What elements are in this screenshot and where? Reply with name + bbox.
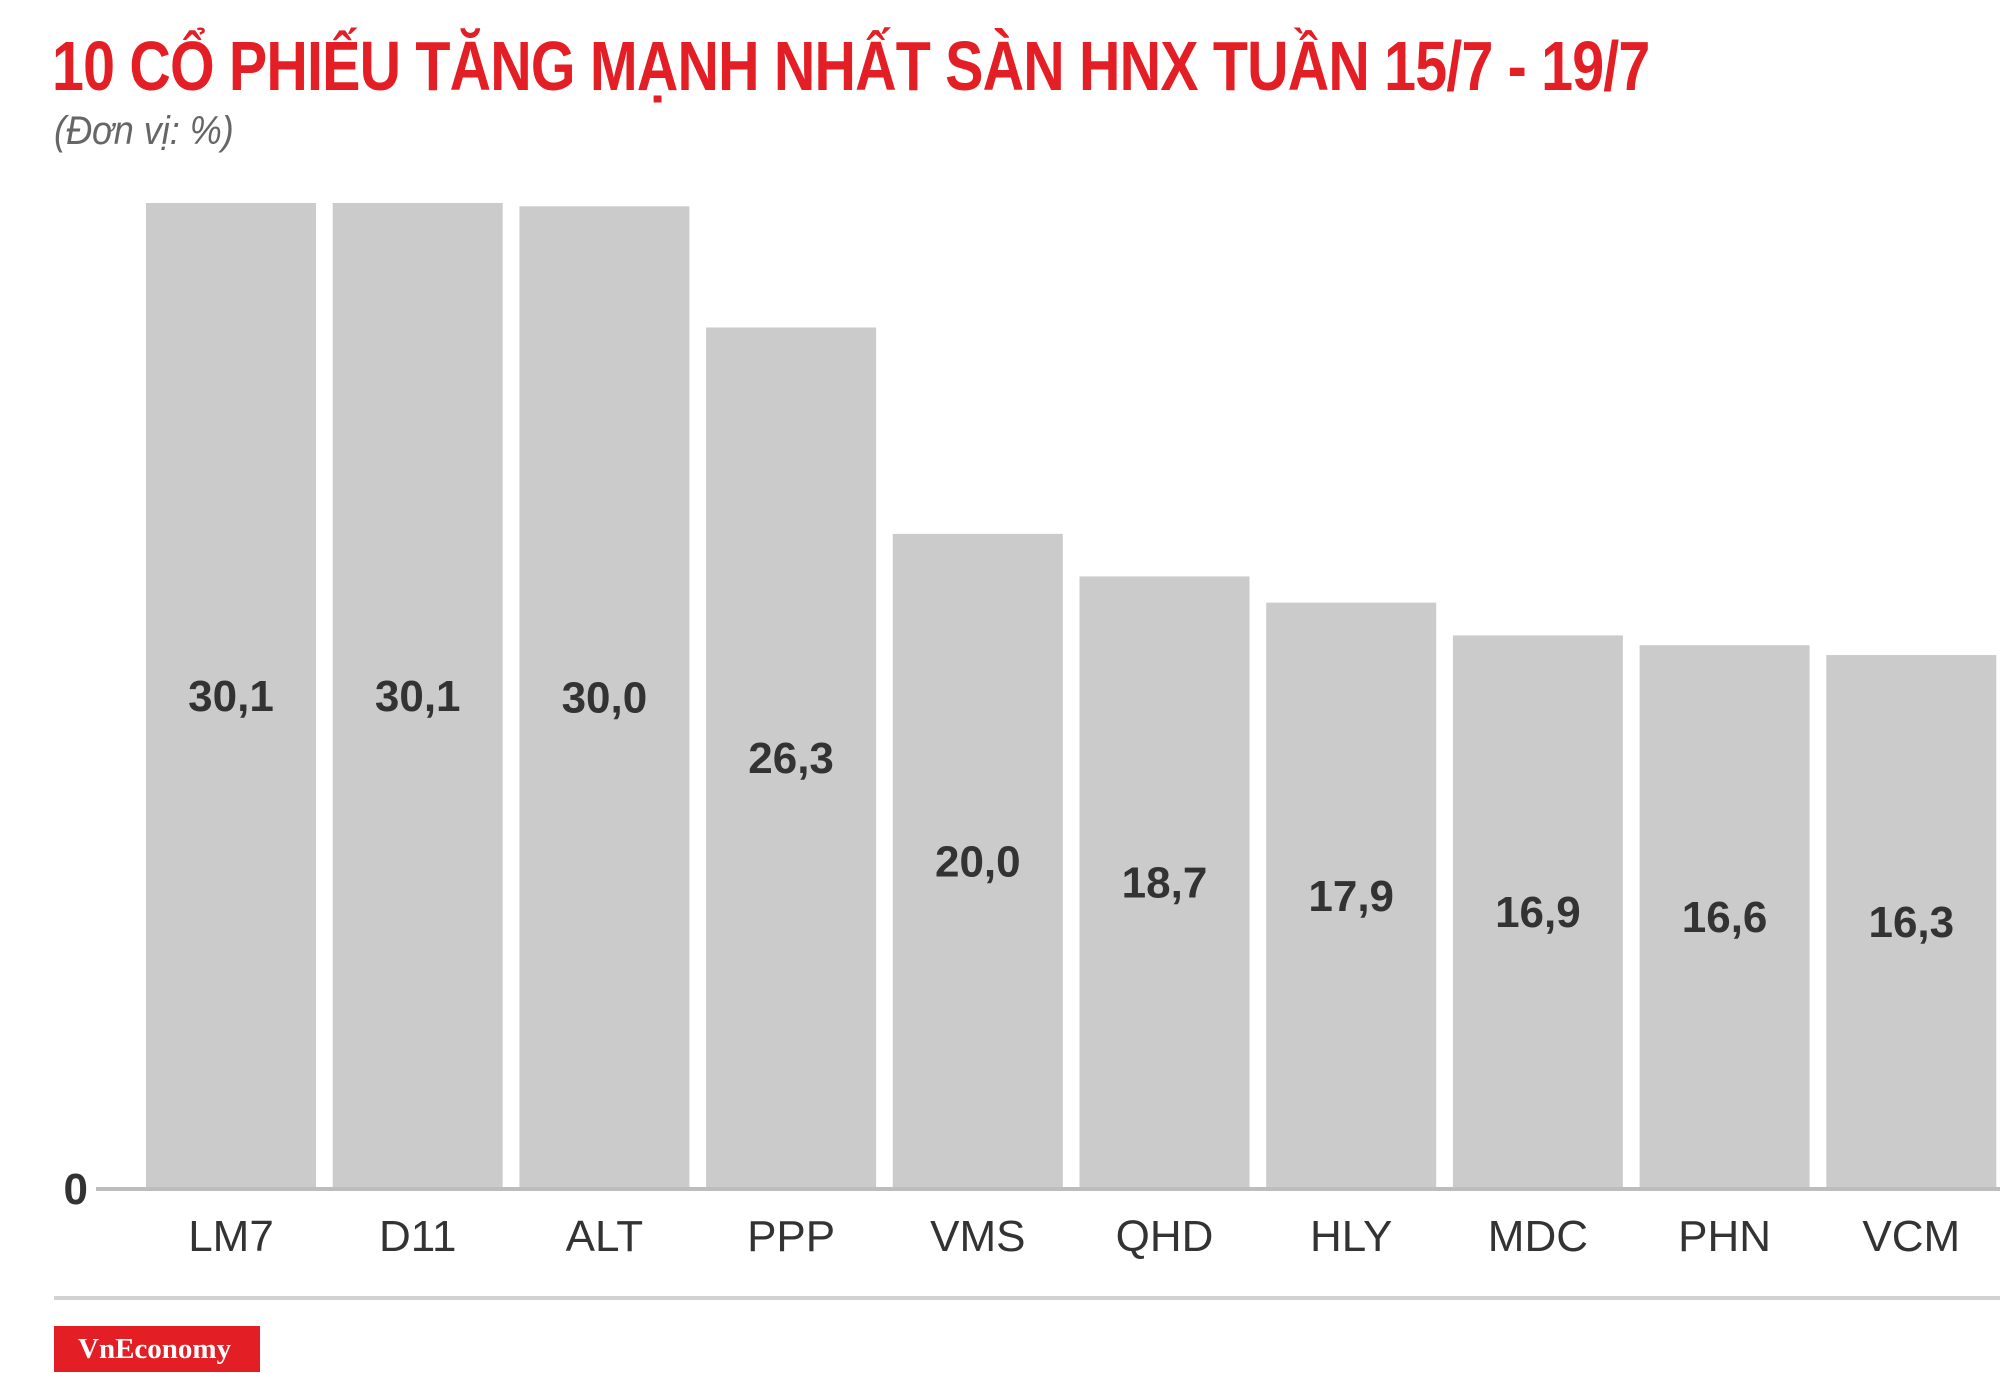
- category-label: QHD: [1116, 1212, 1214, 1261]
- footer-divider: [54, 1296, 2000, 1300]
- category-label: D11: [379, 1212, 456, 1261]
- bar-mdc: [1452, 635, 1623, 1189]
- bar-ppp: [706, 327, 877, 1189]
- y-axis-zero-label: 0: [64, 1165, 88, 1214]
- bar-phn: [1639, 645, 1810, 1189]
- unit-subtitle: (Đơn vị: %): [54, 109, 234, 153]
- bar-vcm: [1826, 655, 1997, 1189]
- category-label: LM7: [188, 1212, 274, 1261]
- category-label: VMS: [930, 1212, 1025, 1261]
- category-label: PHN: [1678, 1212, 1771, 1261]
- bar-value-label: 16,3: [1868, 898, 1954, 947]
- bar-value-label: 30,1: [375, 672, 461, 721]
- category-label: VCM: [1862, 1212, 1960, 1261]
- bar-value-label: 17,9: [1308, 872, 1394, 921]
- bar-lm7: [146, 203, 316, 1189]
- category-label: HLY: [1310, 1212, 1392, 1261]
- category-label: MDC: [1488, 1212, 1588, 1261]
- bar-alt: [519, 206, 690, 1189]
- bar-value-label: 26,3: [748, 734, 834, 783]
- bar-chart: 30,1 LM7 30,1 D11 30,0 ALT 26,3 PPP 20,0 VMS 18,7 Q…: [64, 203, 2000, 1261]
- chart-title: 10 CỔ PHIẾU TĂNG MẠNH NHẤT SÀN HNX TUẦN …: [52, 27, 1650, 105]
- bar-value-label: 16,6: [1682, 893, 1768, 942]
- category-label: ALT: [566, 1212, 643, 1261]
- bar-hly: [1266, 602, 1437, 1189]
- bar-value-label: 20,0: [935, 837, 1021, 886]
- bar-value-label: 16,9: [1495, 888, 1581, 937]
- bar-value-label: 18,7: [1122, 859, 1208, 908]
- bar-value-label: 30,0: [562, 674, 648, 723]
- bar-vms: [892, 533, 1063, 1189]
- bar-value-label: 30,1: [188, 672, 274, 721]
- bar-qhd: [1079, 576, 1250, 1189]
- vneconomy-logo: VnEconomy: [54, 1326, 260, 1372]
- category-label: PPP: [747, 1212, 835, 1261]
- bar-d11: [332, 203, 503, 1189]
